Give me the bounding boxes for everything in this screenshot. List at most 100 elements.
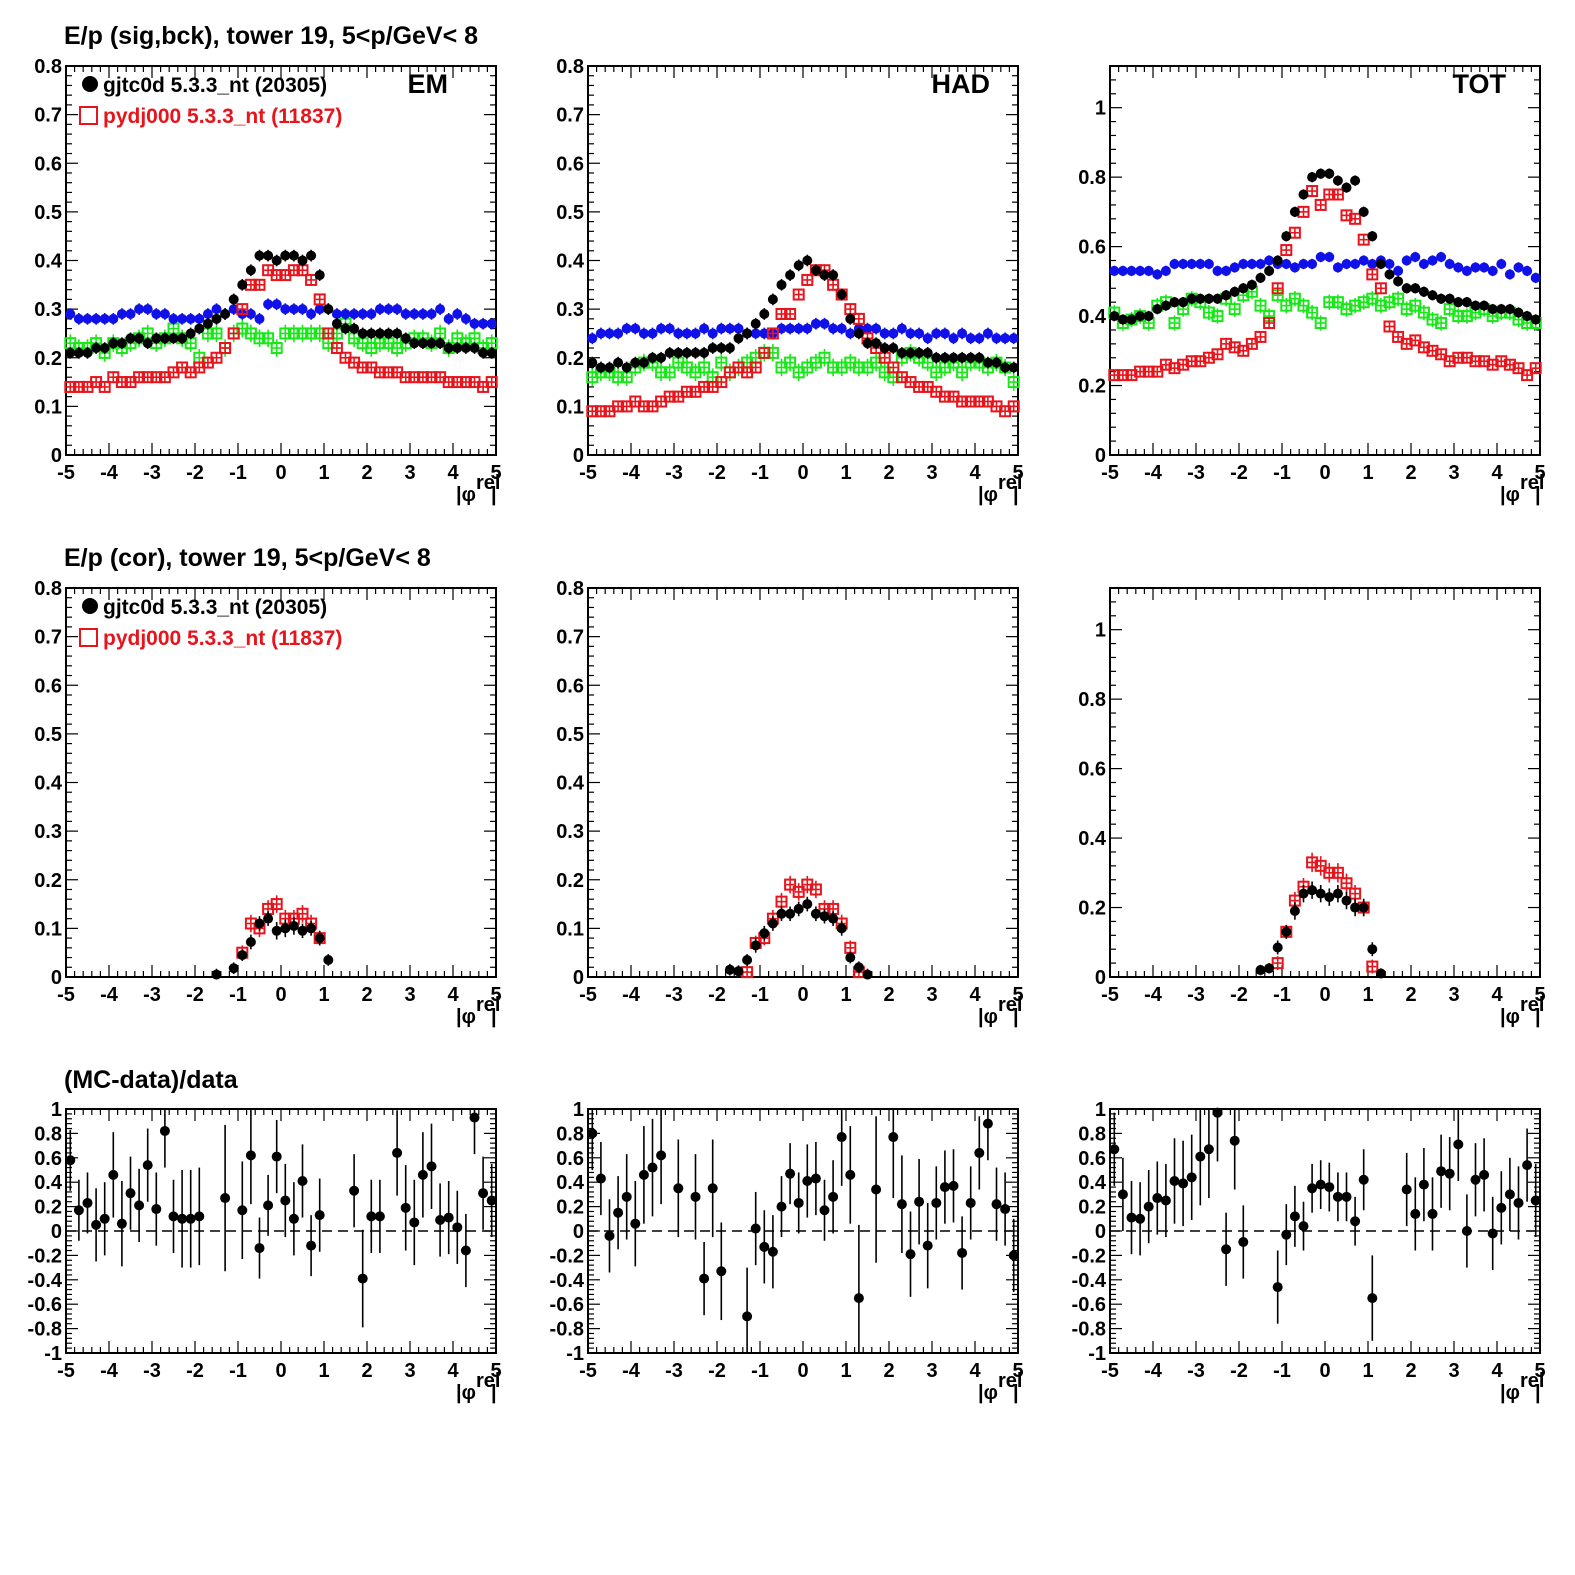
data-point: [400, 1202, 411, 1213]
y-tick-label: 0: [1095, 967, 1106, 989]
data-point: [1160, 265, 1171, 276]
data-point: [793, 260, 804, 271]
data-point: [1470, 1174, 1481, 1185]
data-point: [116, 308, 127, 319]
data-point: [776, 279, 787, 290]
data-point: [65, 347, 76, 358]
y-tick-label: 0.7: [34, 105, 62, 127]
y-tick-label: 0.7: [34, 627, 62, 649]
data-point: [879, 328, 890, 339]
data-point: [1410, 252, 1421, 263]
data-point: [965, 333, 976, 344]
x-axis-label-bar: |: [1535, 484, 1541, 506]
data-point: [750, 328, 761, 339]
data-point: [663, 366, 676, 379]
data-point: [1160, 1195, 1171, 1206]
x-tick-label: -5: [579, 984, 597, 1006]
data-point: [1151, 365, 1164, 378]
data-point: [435, 338, 446, 349]
x-axis-label-bar: |: [1013, 484, 1019, 506]
data-point: [142, 1160, 153, 1171]
data-point: [1496, 304, 1507, 315]
x-tick-label: -1: [1273, 1360, 1291, 1382]
data-point: [792, 288, 805, 301]
x-tick-label: 0: [1319, 462, 1330, 484]
x-axis-label-superscript: rel: [998, 994, 1022, 1016]
data-point: [1521, 369, 1534, 382]
data-point: [400, 308, 411, 319]
x-tick-label: 1: [840, 984, 851, 1006]
data-point: [673, 328, 684, 339]
x-axis-label: |φ: [1500, 1006, 1520, 1028]
x-tick-label: -3: [143, 984, 161, 1006]
data-point: [991, 1199, 1002, 1210]
y-tick-label: 0: [51, 1221, 62, 1243]
data-point: [922, 347, 933, 358]
legend-data-marker: [82, 598, 98, 614]
data-point: [948, 333, 959, 344]
data-point: [253, 278, 266, 291]
data-point: [1314, 859, 1327, 872]
y-tick-label: 0.8: [1078, 1123, 1106, 1145]
data-point: [1393, 265, 1404, 276]
data-point: [1126, 265, 1137, 276]
data-point: [931, 352, 942, 363]
data-point: [486, 1195, 497, 1206]
data-point: [1427, 255, 1438, 266]
data-point: [1504, 1189, 1515, 1200]
x-tick-label: -4: [622, 462, 641, 484]
data-point: [374, 304, 385, 315]
data-point: [1238, 1236, 1249, 1247]
data-point: [1367, 258, 1378, 269]
y-tick-label: 0.6: [34, 675, 62, 697]
x-tick-label: 1: [318, 462, 329, 484]
legend-mc-label: pydj000 5.3.3_nt (11837): [103, 627, 342, 650]
data-point: [1384, 258, 1395, 269]
data-point: [1427, 290, 1438, 301]
data-point: [469, 1112, 480, 1123]
data-point: [374, 1211, 385, 1222]
y-tick-label: 0.2: [1078, 376, 1106, 398]
data-point: [810, 1173, 821, 1184]
data-point: [888, 343, 899, 354]
data-point: [1186, 258, 1197, 269]
legend-data-marker: [82, 76, 98, 92]
data-point: [690, 347, 701, 358]
data-point: [305, 273, 318, 286]
data-point: [485, 376, 498, 389]
data-point: [125, 333, 136, 344]
data-point: [125, 1188, 136, 1199]
x-tick-label: 0: [1319, 1360, 1330, 1382]
data-point: [1513, 307, 1524, 318]
y-tick-label: 0.6: [556, 153, 584, 175]
data-point: [1229, 286, 1240, 297]
data-point: [1513, 1197, 1524, 1208]
data-point: [1195, 258, 1206, 269]
y-tick-label: 0: [573, 967, 584, 989]
y-tick-label: -1: [1088, 1343, 1106, 1365]
data-point: [1264, 255, 1275, 266]
y-tick-label: 0.3: [556, 821, 584, 843]
data-point: [313, 293, 326, 306]
data-point: [194, 313, 205, 324]
data-point: [1007, 400, 1020, 413]
data-point: [1272, 1282, 1283, 1293]
data-point: [750, 318, 761, 329]
y-tick-label: 0.3: [34, 299, 62, 321]
data-point: [1479, 262, 1490, 273]
data-point: [1289, 206, 1300, 217]
x-tick-label: -2: [708, 462, 726, 484]
legend-cor: gjtc0d 5.3.3_nt (20305) pydj000 5.3.3_nt…: [79, 596, 342, 650]
data-point: [724, 323, 735, 334]
data-point: [1117, 1189, 1128, 1200]
data-point: [1349, 212, 1362, 225]
y-tick-label: 0.8: [556, 1123, 584, 1145]
data-point: [716, 1266, 727, 1277]
y-tick-label: 0.1: [34, 918, 62, 940]
x-tick-label: -2: [186, 462, 204, 484]
data-point: [1436, 293, 1447, 304]
data-point: [759, 328, 770, 339]
